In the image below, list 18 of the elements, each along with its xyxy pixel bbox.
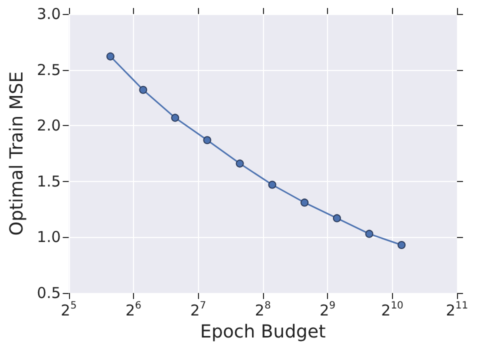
point (398, 241, 406, 250)
y-tick-label: 2.0 (36, 116, 61, 135)
point (139, 86, 148, 94)
y-tick-label: 0.5 (36, 284, 61, 302)
point (106, 52, 114, 60)
point (332, 214, 341, 222)
y-tick-label: 2.5 (36, 60, 61, 79)
point (236, 160, 244, 168)
y-tick-label: 3.0 (36, 5, 61, 23)
y-axis-title: Optimal Train MSE (6, 71, 28, 236)
point (203, 136, 212, 144)
y-tick-label: 1.0 (36, 228, 61, 246)
point (171, 114, 180, 122)
point (300, 198, 309, 207)
point (365, 230, 374, 238)
point (268, 180, 276, 189)
y-tick-label: 1.5 (36, 172, 61, 190)
x-axis-title: Epoch Budget (200, 322, 326, 342)
